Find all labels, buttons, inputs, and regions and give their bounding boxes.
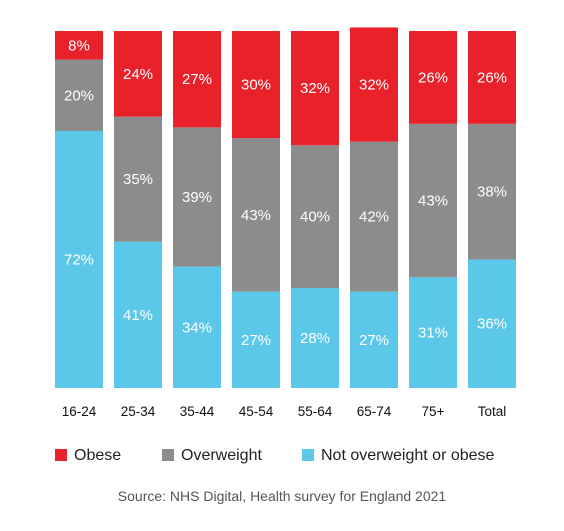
bar-obese-55-64 — [291, 31, 339, 146]
bar-overweight-16-24 — [55, 59, 103, 131]
data-label-not-overweight-or-obese-65-74: 27% — [359, 332, 389, 349]
bar-not-overweight-or-obese-25-34 — [114, 241, 162, 388]
data-label-overweight-16-24: 20% — [64, 87, 94, 104]
bar-obese-25-34 — [114, 31, 162, 117]
bar-not-overweight-or-obese-35-44 — [173, 266, 221, 388]
legend: Obese Overweight Not overweight or obese — [55, 447, 495, 464]
bar-obese-75 — [409, 31, 457, 124]
data-label-obese-35-44: 27% — [182, 71, 212, 88]
data-label-overweight-total: 38% — [477, 184, 507, 201]
data-label-not-overweight-or-obese-75: 31% — [418, 325, 448, 342]
bar-overweight-75 — [409, 123, 457, 278]
data-label-obese-55-64: 32% — [300, 80, 330, 97]
category-label-75: 75+ — [422, 404, 445, 419]
data-label-obese-25-34: 24% — [123, 66, 153, 83]
bar-overweight-25-34 — [114, 116, 162, 242]
bar-obese-65-74 — [350, 27, 398, 142]
category-label-65-74: 65-74 — [357, 404, 392, 419]
legend-swatch-not-overweight-or-obese — [302, 449, 314, 461]
bar-not-overweight-or-obese-55-64 — [291, 288, 339, 388]
data-label-obese-75: 26% — [418, 69, 448, 86]
data-label-obese-65-74: 32% — [359, 77, 389, 94]
data-label-overweight-65-74: 42% — [359, 209, 389, 226]
bar-overweight-65-74 — [350, 141, 398, 292]
bar-overweight-total — [468, 123, 516, 260]
source-note: Source: NHS Digital, Health survey for E… — [118, 488, 447, 504]
bar-not-overweight-or-obese-75 — [409, 277, 457, 388]
data-label-not-overweight-or-obese-25-34: 41% — [123, 307, 153, 324]
data-label-not-overweight-or-obese-45-54: 27% — [241, 332, 271, 349]
data-label-not-overweight-or-obese-total: 36% — [477, 316, 507, 333]
category-label-25-34: 25-34 — [121, 404, 156, 419]
legend-swatch-obese — [55, 449, 67, 461]
legend-label-overweight: Overweight — [181, 447, 262, 464]
bar-overweight-45-54 — [232, 138, 280, 292]
bar-overweight-35-44 — [173, 127, 221, 267]
category-label-16-24: 16-24 — [62, 404, 97, 419]
bar-obese-45-54 — [232, 31, 280, 139]
bar-obese-total — [468, 31, 516, 124]
data-label-overweight-45-54: 43% — [241, 207, 271, 224]
data-label-obese-total: 26% — [477, 69, 507, 86]
legend-swatch-overweight — [162, 449, 174, 461]
legend-label-not-overweight-or-obese: Not overweight or obese — [321, 447, 495, 464]
bar-obese-16-24 — [55, 31, 103, 60]
legend-label-obese: Obese — [74, 447, 121, 464]
category-labels: 16-24 25-34 35-44 45-54 55-64 65-74 75+ Total — [62, 404, 507, 419]
bar-not-overweight-or-obese-total — [468, 259, 516, 388]
data-label-overweight-55-64: 40% — [300, 209, 330, 226]
data-label-obese-45-54: 30% — [241, 77, 271, 94]
data-label-overweight-75: 43% — [418, 193, 448, 210]
data-label-not-overweight-or-obese-16-24: 72% — [64, 251, 94, 268]
category-label-45-54: 45-54 — [239, 404, 274, 419]
bar-overweight-55-64 — [291, 145, 339, 289]
bar-not-overweight-or-obese-65-74 — [350, 291, 398, 388]
bars-group: 72% 20% 8% 41% 35% 24% 34% 39% 27% 27% 43% 30% 28% 40… — [55, 27, 516, 388]
data-label-obese-16-24: 8% — [68, 37, 90, 54]
category-label-55-64: 55-64 — [298, 404, 333, 419]
data-label-overweight-25-34: 35% — [123, 171, 153, 188]
bar-not-overweight-or-obese-45-54 — [232, 291, 280, 388]
data-label-overweight-35-44: 39% — [182, 189, 212, 206]
bar-obese-35-44 — [173, 31, 221, 128]
bar-not-overweight-or-obese-16-24 — [55, 130, 103, 388]
category-label-35-44: 35-44 — [180, 404, 215, 419]
category-label-total: Total — [478, 404, 507, 419]
data-label-not-overweight-or-obese-35-44: 34% — [182, 319, 212, 336]
data-label-not-overweight-or-obese-55-64: 28% — [300, 330, 330, 347]
